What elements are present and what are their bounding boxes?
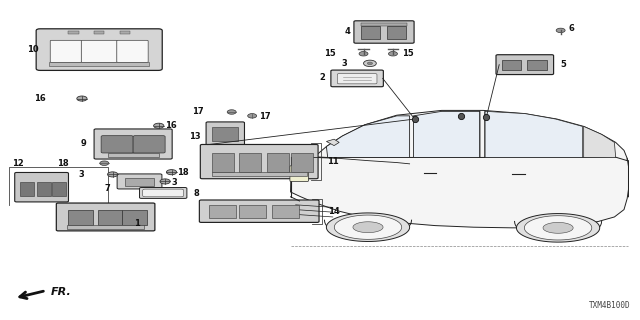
Text: 14: 14 (328, 207, 340, 216)
Bar (209, 205, 236, 218)
Text: 18: 18 (58, 159, 69, 168)
FancyBboxPatch shape (101, 136, 133, 153)
Text: 3: 3 (341, 59, 347, 68)
Circle shape (359, 52, 368, 56)
FancyBboxPatch shape (94, 129, 172, 159)
Text: TXM4B100D: TXM4B100D (589, 301, 630, 310)
Bar (125, 178, 154, 186)
Bar (291, 153, 313, 172)
Circle shape (166, 170, 177, 175)
Text: 1: 1 (134, 219, 140, 228)
FancyBboxPatch shape (496, 55, 554, 75)
Bar (108, 153, 159, 157)
FancyBboxPatch shape (36, 29, 163, 70)
Bar (120, 31, 130, 34)
Circle shape (160, 179, 170, 184)
Polygon shape (314, 110, 627, 161)
Bar (37, 182, 51, 196)
Bar (68, 210, 93, 225)
Text: 3: 3 (79, 170, 84, 179)
Text: 12: 12 (12, 159, 24, 168)
Polygon shape (334, 215, 402, 239)
FancyBboxPatch shape (200, 145, 318, 179)
Text: 7: 7 (104, 184, 110, 193)
Text: 11: 11 (327, 157, 339, 166)
Circle shape (108, 172, 118, 177)
Polygon shape (326, 213, 410, 242)
Bar (212, 172, 307, 176)
Bar (387, 26, 406, 39)
Text: 17: 17 (192, 108, 204, 116)
Bar (68, 31, 79, 34)
Bar (212, 153, 234, 172)
Circle shape (100, 161, 109, 165)
Bar (98, 210, 122, 225)
FancyBboxPatch shape (81, 40, 117, 62)
FancyBboxPatch shape (331, 70, 383, 87)
Bar (361, 23, 407, 26)
Bar (272, 205, 299, 218)
FancyBboxPatch shape (133, 136, 165, 153)
Text: 17: 17 (259, 112, 271, 121)
Bar (239, 153, 261, 172)
Text: 15: 15 (324, 49, 336, 58)
Text: 16: 16 (35, 94, 46, 103)
Bar (239, 205, 266, 218)
Bar (67, 225, 144, 229)
Bar (212, 127, 238, 141)
Circle shape (154, 123, 164, 128)
Bar (361, 26, 380, 39)
Text: 13: 13 (189, 132, 201, 141)
Text: 18: 18 (177, 168, 189, 177)
FancyBboxPatch shape (51, 40, 82, 62)
Bar (52, 182, 66, 196)
FancyBboxPatch shape (290, 166, 308, 181)
Text: 9: 9 (81, 140, 86, 148)
Polygon shape (326, 116, 410, 157)
Text: 3: 3 (172, 178, 177, 187)
FancyBboxPatch shape (143, 189, 184, 197)
Circle shape (248, 114, 257, 118)
Circle shape (227, 110, 236, 114)
Polygon shape (543, 222, 573, 233)
FancyBboxPatch shape (117, 174, 162, 189)
Polygon shape (326, 139, 339, 146)
Polygon shape (413, 111, 480, 157)
Polygon shape (291, 157, 628, 228)
Polygon shape (516, 213, 600, 242)
Text: 16: 16 (165, 121, 177, 130)
Text: 6: 6 (568, 24, 574, 33)
Bar (94, 31, 104, 34)
FancyBboxPatch shape (337, 74, 377, 84)
Text: FR.: FR. (51, 286, 72, 297)
FancyBboxPatch shape (200, 200, 319, 222)
Polygon shape (584, 126, 616, 157)
FancyBboxPatch shape (354, 21, 414, 43)
Polygon shape (485, 111, 582, 157)
Text: 2: 2 (319, 73, 325, 82)
FancyBboxPatch shape (56, 203, 155, 231)
Bar (502, 60, 521, 70)
Circle shape (556, 28, 565, 33)
Circle shape (388, 52, 397, 56)
Bar (20, 182, 34, 196)
FancyBboxPatch shape (140, 188, 187, 198)
Text: 15: 15 (402, 49, 413, 58)
FancyBboxPatch shape (15, 172, 68, 202)
Bar (527, 60, 547, 70)
Circle shape (364, 60, 376, 67)
FancyBboxPatch shape (206, 122, 244, 146)
Text: 4: 4 (345, 28, 351, 36)
Text: 10: 10 (27, 45, 38, 54)
Polygon shape (353, 222, 383, 233)
Text: 5: 5 (561, 60, 566, 69)
Circle shape (367, 62, 372, 65)
FancyBboxPatch shape (116, 40, 148, 62)
Bar (49, 62, 149, 66)
Polygon shape (524, 216, 592, 240)
Circle shape (77, 96, 87, 101)
Bar (122, 210, 147, 225)
Text: 8: 8 (193, 189, 199, 198)
Bar (267, 153, 289, 172)
